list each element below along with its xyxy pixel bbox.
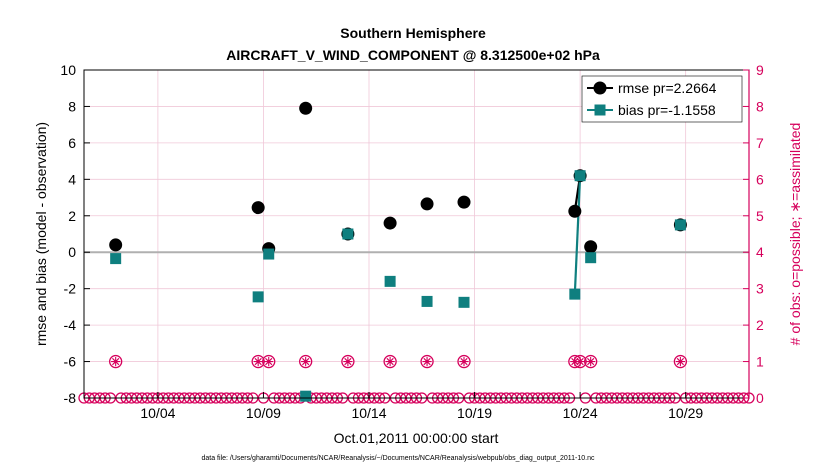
rmse-point [251,201,265,215]
obs-assimilated-marker [264,356,274,367]
y-axis-label: rmse and bias (model - observation) [33,122,49,346]
chart-title: Southern Hemisphere [340,25,486,41]
legend-bias-label: bias pr=-1.1558 [618,102,716,118]
data-markers [109,101,687,402]
obs-markers [109,354,688,369]
bias-line-segment [573,175,582,295]
legend: rmse pr=2.2664 bias pr=-1.1558 [581,75,743,123]
rmse-point [383,216,397,230]
x-tick-label: 10/14 [351,405,386,421]
y2-tick-label: 4 [756,244,764,260]
footer-note: data file: /Users/gharamti/Documents/NCA… [201,455,595,462]
y2-tick-label: 8 [756,98,764,114]
y2-axis-label: # of obs: o=possible; ∗=assimilated [787,123,803,346]
obs-assimilated-marker [253,356,263,367]
rmse-point [568,204,582,218]
y2-tick-label: 3 [756,281,764,297]
obs-assimilated-marker [575,356,585,367]
plot-area [84,70,749,398]
bias-point [342,228,354,240]
axes: 10/04 10/09 10/14 10/19 10/24 10/29 -8 -6 -4 -2 0 2… [60,62,764,421]
obs-assimilated-marker [570,356,580,367]
rmse-point [420,197,434,211]
bias-point [384,275,396,287]
obs-possible-marker [341,354,355,369]
bias-point [569,288,581,300]
bias-point [263,248,275,260]
bias-point [300,390,312,402]
y-tick-label: -8 [64,390,77,406]
x-tick-label: 10/24 [563,405,598,421]
y-tick-label: 0 [68,244,76,260]
bias-point [421,295,433,307]
obs-assimilated-marker [586,356,596,367]
chart-subtitle: AIRCRAFT_V_WIND_COMPONENT @ 8.312500e+02… [226,47,600,63]
y-tick-label: 10 [60,62,76,78]
bias-point [585,252,597,264]
y2-tick-label: 2 [756,317,764,333]
rmse-point [299,101,313,115]
x-tick-label: 10/09 [246,405,281,421]
y-tick-label: 4 [68,171,76,187]
rmse-point [109,238,123,252]
y-tick-label: 6 [68,135,76,151]
bias-point [674,219,686,231]
rmse-point [584,240,598,254]
bias-point [110,253,122,265]
bias-point [574,170,586,182]
x-tick-label: 10/04 [140,405,175,421]
y-tick-label: 2 [68,208,76,224]
x-tick-label: 10/29 [668,405,703,421]
y-tick-label: -2 [64,281,77,297]
obs-assimilated-marker [459,356,469,367]
y-tick-label: 8 [68,98,76,114]
y-tick-label: -6 [64,354,77,370]
y2-tick-label: 7 [756,135,764,151]
y2-tick-label: 9 [756,62,764,78]
obs-assimilated-marker [301,356,311,367]
obs-possible-marker [457,354,471,369]
obs-assimilated-marker [385,356,395,367]
obs-possible-marker [383,354,397,369]
obs-possible-marker [673,354,688,369]
legend-box [581,75,743,123]
legend-rmse-label: rmse pr=2.2664 [618,80,717,96]
x-axis-label: Oct.01,2011 00:00:00 start [334,430,499,446]
obs-possible-marker [109,354,123,369]
bias-point [458,296,470,308]
y2-tick-label: 5 [756,208,764,224]
rmse-point [457,195,471,209]
obs-assimilated-marker [111,356,121,367]
legend-rmse-marker [593,81,607,95]
obs-assimilated-marker [343,356,353,367]
bias-point [252,291,264,303]
obs-assimilated-marker [675,356,685,367]
obs-possible-marker [299,354,313,369]
y-tick-label: -4 [64,317,77,333]
obs-assimilated-marker [422,356,432,367]
legend-bias-marker [594,104,606,116]
y2-tick-label: 1 [756,354,764,370]
x-tick-label: 10/19 [457,405,492,421]
y2-tick-label: 6 [756,171,764,187]
obs-possible-marker [420,354,434,369]
y2-tick-label: 0 [756,390,764,406]
